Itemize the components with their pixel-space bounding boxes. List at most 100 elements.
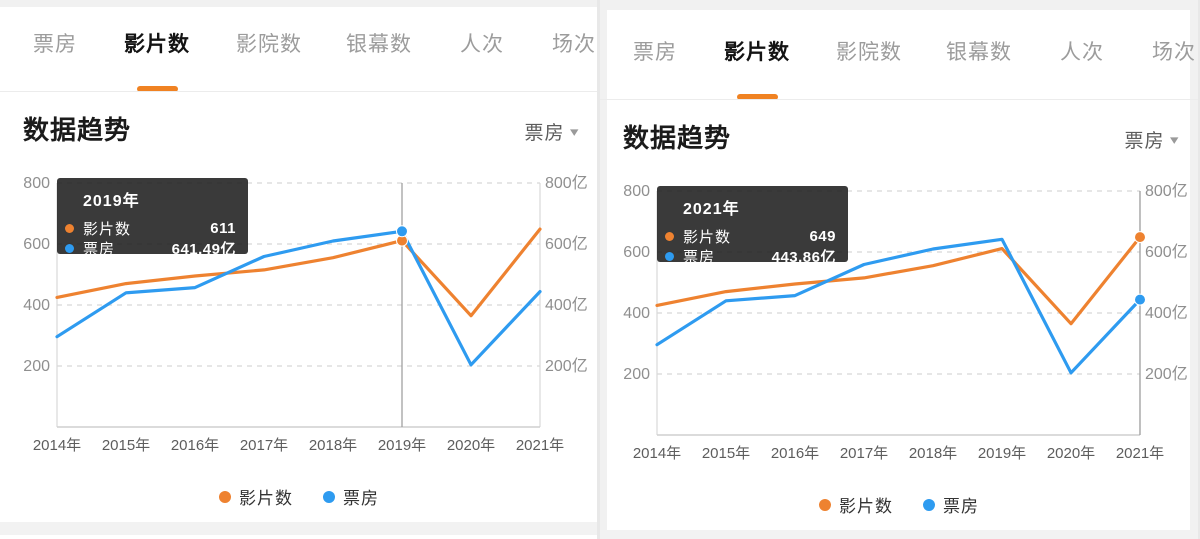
tooltip-series-value: 641.49亿 bbox=[171, 240, 236, 258]
svg-text:200: 200 bbox=[23, 358, 50, 375]
series-dot-blue-icon bbox=[65, 243, 74, 253]
svg-text:800: 800 bbox=[23, 175, 50, 192]
svg-text:800: 800 bbox=[623, 183, 650, 200]
svg-text:2020年: 2020年 bbox=[447, 437, 495, 454]
svg-text:2014年: 2014年 bbox=[633, 445, 681, 462]
svg-text:400亿: 400亿 bbox=[1145, 304, 1188, 322]
tooltip-series-label: 影片数 bbox=[83, 220, 132, 238]
svg-text:2016年: 2016年 bbox=[771, 445, 819, 462]
tab-screen-count[interactable]: 银幕数 bbox=[946, 41, 1012, 64]
tab-cinema-count[interactable]: 影院数 bbox=[236, 33, 302, 56]
tab-sessions[interactable]: 场次 bbox=[1152, 41, 1196, 64]
svg-text:2017年: 2017年 bbox=[840, 445, 888, 462]
series-dot-blue-icon bbox=[665, 251, 674, 261]
tab-film-count[interactable]: 影片数 bbox=[124, 33, 190, 56]
legend-label: 影片数 bbox=[839, 497, 893, 516]
svg-text:800亿: 800亿 bbox=[545, 174, 588, 192]
tooltip-series-value: 649 bbox=[809, 227, 836, 245]
section-separator bbox=[600, 530, 1198, 539]
legend-item-film-count[interactable]: 影片数 bbox=[219, 484, 293, 509]
metric-dropdown[interactable]: 票房 ▾ bbox=[524, 118, 579, 145]
svg-text:600亿: 600亿 bbox=[545, 235, 588, 253]
legend-dot-orange-icon bbox=[819, 498, 831, 511]
legend-dot-blue-icon bbox=[323, 490, 335, 503]
svg-text:2015年: 2015年 bbox=[102, 437, 150, 454]
tooltip-series-label: 票房 bbox=[83, 240, 116, 258]
svg-text:2019年: 2019年 bbox=[978, 445, 1026, 462]
svg-text:2021年: 2021年 bbox=[1116, 445, 1164, 462]
metric-dropdown-label: 票房 bbox=[1124, 131, 1165, 152]
svg-text:600: 600 bbox=[623, 244, 650, 261]
svg-text:2017年: 2017年 bbox=[240, 437, 288, 454]
tooltip-series-value: 611 bbox=[210, 219, 236, 237]
section-title: 数据趋势 bbox=[23, 115, 132, 145]
svg-text:600: 600 bbox=[23, 236, 50, 253]
svg-text:200: 200 bbox=[623, 366, 650, 383]
legend-item-box-office[interactable]: 票房 bbox=[323, 484, 379, 509]
chart-tooltip: 2019年 影片数 611 票房 641.49亿 bbox=[57, 178, 248, 258]
legend-label: 票房 bbox=[943, 497, 979, 516]
legend-item-film-count[interactable]: 影片数 bbox=[819, 492, 893, 517]
chart-legend: 影片数 票房 bbox=[0, 484, 597, 509]
tabbar-divider bbox=[0, 91, 597, 92]
series-dot-orange-icon bbox=[665, 231, 674, 241]
page-gutter-left bbox=[600, 0, 607, 539]
tooltip-series-value: 443.86亿 bbox=[771, 248, 836, 266]
legend-dot-blue-icon bbox=[923, 498, 935, 511]
svg-text:200亿: 200亿 bbox=[1145, 365, 1188, 383]
tooltip-row: 票房 443.86亿 bbox=[665, 246, 836, 266]
tooltip-series-label: 影片数 bbox=[683, 228, 732, 246]
tooltip-row: 影片数 611 bbox=[65, 218, 236, 238]
svg-text:600亿: 600亿 bbox=[1145, 243, 1188, 261]
svg-text:2016年: 2016年 bbox=[171, 437, 219, 454]
svg-text:2014年: 2014年 bbox=[33, 437, 81, 454]
svg-text:2020年: 2020年 bbox=[1047, 445, 1095, 462]
tab-box-office[interactable]: 票房 bbox=[633, 41, 677, 64]
metric-tab-bar: 票房 影片数 影院数 银幕数 人次 场次 bbox=[600, 8, 1198, 100]
svg-text:800亿: 800亿 bbox=[1145, 182, 1188, 200]
tooltip-row: 影片数 649 bbox=[665, 226, 836, 246]
svg-text:400亿: 400亿 bbox=[545, 296, 588, 314]
chart-legend: 影片数 票房 bbox=[600, 492, 1198, 517]
legend-label: 票房 bbox=[343, 489, 379, 508]
tab-attendance[interactable]: 人次 bbox=[460, 33, 504, 56]
section-separator bbox=[0, 522, 597, 535]
page-gutter-right bbox=[1190, 0, 1198, 539]
legend-dot-orange-icon bbox=[219, 490, 231, 503]
metric-tab-bar: 票房 影片数 影院数 银幕数 人次 场次 bbox=[0, 0, 597, 92]
metric-dropdown[interactable]: 票房 ▾ bbox=[1124, 126, 1179, 153]
tooltip-year: 2021年 bbox=[683, 201, 740, 218]
tooltip-year: 2019年 bbox=[83, 193, 140, 210]
active-tab-underline bbox=[137, 86, 178, 92]
svg-text:2018年: 2018年 bbox=[309, 437, 357, 454]
section-title: 数据趋势 bbox=[623, 123, 732, 153]
tab-screen-count[interactable]: 银幕数 bbox=[346, 33, 412, 56]
chevron-down-icon: ▾ bbox=[1170, 131, 1179, 147]
tooltip-series-label: 票房 bbox=[683, 248, 716, 266]
trend-line-chart[interactable]: 800 800亿 600 600亿 400 400亿 200 200亿 2014年 2015年 20… bbox=[600, 8, 1198, 539]
chart-tooltip: 2021年 影片数 649 票房 443.86亿 bbox=[657, 186, 848, 266]
legend-item-box-office[interactable]: 票房 bbox=[923, 492, 979, 517]
svg-text:2015年: 2015年 bbox=[702, 445, 750, 462]
trend-line-chart[interactable]: 800 800亿 600 600亿 400 400亿 200 200亿 2014年 2015年 20… bbox=[0, 0, 597, 539]
tab-attendance[interactable]: 人次 bbox=[1060, 41, 1104, 64]
svg-text:2021年: 2021年 bbox=[516, 437, 564, 454]
page-gutter-top bbox=[600, 0, 1198, 10]
svg-text:2018年: 2018年 bbox=[909, 445, 957, 462]
active-tab-underline bbox=[737, 94, 778, 100]
tooltip-row: 票房 641.49亿 bbox=[65, 238, 236, 258]
stats-panel-left: 票房 影片数 影院数 银幕数 人次 场次 数据趋势 票房 ▾ 800 800亿 60… bbox=[0, 0, 597, 539]
metric-dropdown-label: 票房 bbox=[524, 123, 565, 144]
tab-sessions[interactable]: 场次 bbox=[552, 33, 596, 56]
page-gutter-top bbox=[0, 0, 597, 7]
series-dot-orange-icon bbox=[65, 223, 74, 233]
chevron-down-icon: ▾ bbox=[570, 123, 579, 139]
svg-text:200亿: 200亿 bbox=[545, 357, 588, 375]
svg-text:400: 400 bbox=[23, 297, 50, 314]
tabbar-divider bbox=[600, 99, 1198, 100]
svg-text:400: 400 bbox=[623, 305, 650, 322]
legend-label: 影片数 bbox=[239, 489, 293, 508]
tab-cinema-count[interactable]: 影院数 bbox=[836, 41, 902, 64]
tab-box-office[interactable]: 票房 bbox=[33, 33, 77, 56]
tab-film-count[interactable]: 影片数 bbox=[724, 41, 790, 64]
